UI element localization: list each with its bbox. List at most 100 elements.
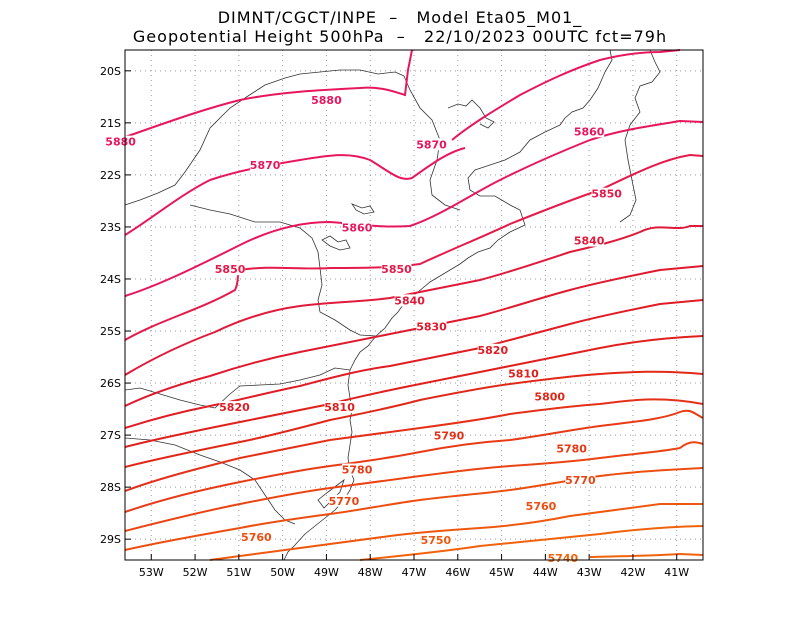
contour-label: 5740	[548, 552, 579, 565]
lat-label: 29S	[100, 533, 121, 546]
contour-label: 5850	[215, 263, 246, 276]
contour-label: 5840	[574, 235, 605, 248]
lat-label: 21S	[100, 117, 121, 130]
contour-label-bg	[534, 390, 565, 403]
contour-5800	[124, 370, 704, 468]
contour-5840	[124, 225, 703, 376]
contour-label: 5860	[574, 125, 605, 138]
height-contours	[124, 49, 704, 561]
lat-label: 20S	[100, 65, 121, 78]
coastline	[283, 49, 613, 561]
lon-label: 46W	[445, 566, 470, 579]
state-border-5	[124, 437, 296, 525]
contour-label: 5860	[342, 222, 373, 235]
lon-label: 52W	[183, 566, 208, 579]
contour-labels: 5880 5880 5870 5870 5860 5860 5850 5850 5850 5840…	[105, 94, 622, 565]
state-border-4	[124, 367, 351, 409]
contour-label-bg	[324, 401, 355, 414]
river-1	[447, 99, 495, 129]
contour-label: 5870	[416, 138, 447, 151]
contour-label: 5750	[421, 534, 452, 547]
lat-label: 23S	[100, 221, 121, 234]
contour-label: 5810	[508, 367, 539, 380]
contour-label: 5830	[416, 320, 447, 333]
contour-label-bg	[591, 187, 622, 200]
contour-label-bg	[105, 135, 136, 148]
axes: 20S 21S 22S 23S 24S 25S 26S 27S 28S 29S 53W 52W 51W 5…	[100, 65, 689, 579]
lake-2	[350, 203, 375, 215]
contour-label-bg	[574, 234, 605, 247]
contour-5790	[124, 398, 704, 492]
lat-label: 27S	[100, 429, 121, 442]
lon-label: 42W	[621, 566, 646, 579]
contour-label-bg	[381, 263, 412, 276]
contour-label-bg	[219, 401, 250, 414]
contour-5730	[589, 552, 704, 558]
contour-label-bg	[241, 531, 272, 544]
contour-5780	[124, 409, 704, 513]
contour-label-bg	[250, 159, 281, 172]
lon-label: 43W	[577, 566, 602, 579]
contour-5770	[124, 441, 704, 532]
contour-5880	[124, 49, 413, 138]
lon-label: 49W	[314, 566, 339, 579]
contour-5820	[124, 299, 704, 429]
contour-label: 5850	[381, 263, 412, 276]
state-border-3	[189, 204, 377, 337]
contour-5830	[124, 265, 704, 407]
lat-label: 26S	[100, 377, 121, 390]
contour-label-bg	[574, 125, 605, 138]
contour-5860	[124, 119, 704, 297]
contour-label-bg	[508, 367, 539, 380]
contour-label: 5870	[250, 159, 281, 172]
contour-label: 5770	[329, 495, 360, 508]
contour-label: 5760	[241, 531, 272, 544]
contour-label: 5840	[394, 294, 425, 307]
lon-label: 47W	[402, 566, 427, 579]
map-title-line2: Geopotential Height 500hPa – 22/10/2023 …	[132, 27, 668, 46]
contour-5760	[124, 467, 704, 551]
contour-label: 5780	[556, 443, 587, 456]
contour-label-bg	[547, 552, 578, 564]
contour-label-bg	[477, 343, 508, 356]
contour-label-bg	[328, 494, 359, 507]
lat-label: 25S	[100, 325, 121, 338]
state-border-1	[124, 69, 405, 206]
lon-label: 44W	[533, 566, 558, 579]
lon-label: 50W	[270, 566, 295, 579]
contour-label-bg	[416, 138, 447, 151]
contour-label-bg	[215, 263, 246, 276]
contour-label: 5790	[434, 430, 465, 443]
contour-label-bg	[311, 94, 342, 107]
lon-label: 48W	[358, 566, 383, 579]
contour-5740	[359, 525, 704, 561]
contour-label-bg	[342, 221, 373, 234]
lake-1	[321, 235, 351, 251]
contour-5880-b	[451, 49, 681, 141]
contour-label: 5880	[311, 94, 342, 107]
lat-label: 24S	[100, 273, 121, 286]
lat-label: 28S	[100, 481, 121, 494]
contour-label-bg	[342, 463, 373, 476]
map-title-line1: DIMNT/CGCT/INPE – Model Eta05_M01_	[217, 8, 583, 27]
contour-label: 5780	[342, 464, 373, 477]
lat-label: 22S	[100, 169, 121, 182]
contour-label-bg	[525, 499, 556, 512]
contour-5870	[124, 147, 466, 236]
lon-label: 45W	[489, 566, 514, 579]
contour-label-bg	[565, 473, 596, 486]
state-border-6	[619, 49, 661, 223]
contour-label: 5880	[105, 136, 136, 149]
contour-label-bg	[556, 442, 587, 455]
contour-label: 5770	[565, 474, 596, 487]
lon-label: 53W	[139, 566, 164, 579]
contour-label-bg	[434, 429, 465, 442]
contour-label: 5800	[534, 391, 565, 404]
lon-label: 41W	[664, 566, 689, 579]
contour-label: 5820	[478, 344, 509, 357]
lon-label: 51W	[226, 566, 251, 579]
contour-label-bg	[394, 294, 425, 307]
contour-5750	[209, 503, 703, 561]
contour-label: 5760	[526, 500, 557, 513]
